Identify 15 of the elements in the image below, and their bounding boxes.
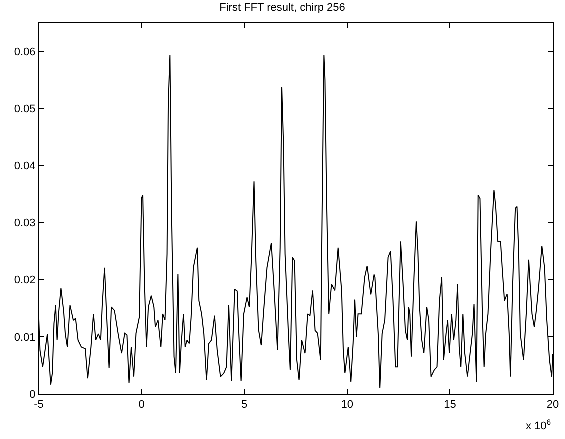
x-tick-label: 0 [138, 399, 145, 412]
chart-title: First FFT result, chirp 256 [220, 2, 346, 14]
text: x 10$^{6}$ [526, 418, 552, 433]
x-tick-label: 5 [242, 399, 248, 412]
y-tick-label: 0.05 [14, 103, 36, 116]
x-tick-label: 20 [546, 399, 560, 412]
y-tick-label: 0 [30, 388, 36, 401]
y-tick-label: 0.01 [14, 332, 36, 344]
y-tick-label: 0.04 [14, 160, 36, 173]
x-tick-label: -5 [34, 399, 44, 412]
y-tick-label: 0.06 [14, 46, 36, 58]
x-tick-label: 15 [444, 399, 456, 412]
y-tick-label: 0.03 [14, 218, 36, 230]
y-tick-label: 0.02 [14, 274, 36, 287]
x-tick-label: 10 [341, 399, 354, 412]
